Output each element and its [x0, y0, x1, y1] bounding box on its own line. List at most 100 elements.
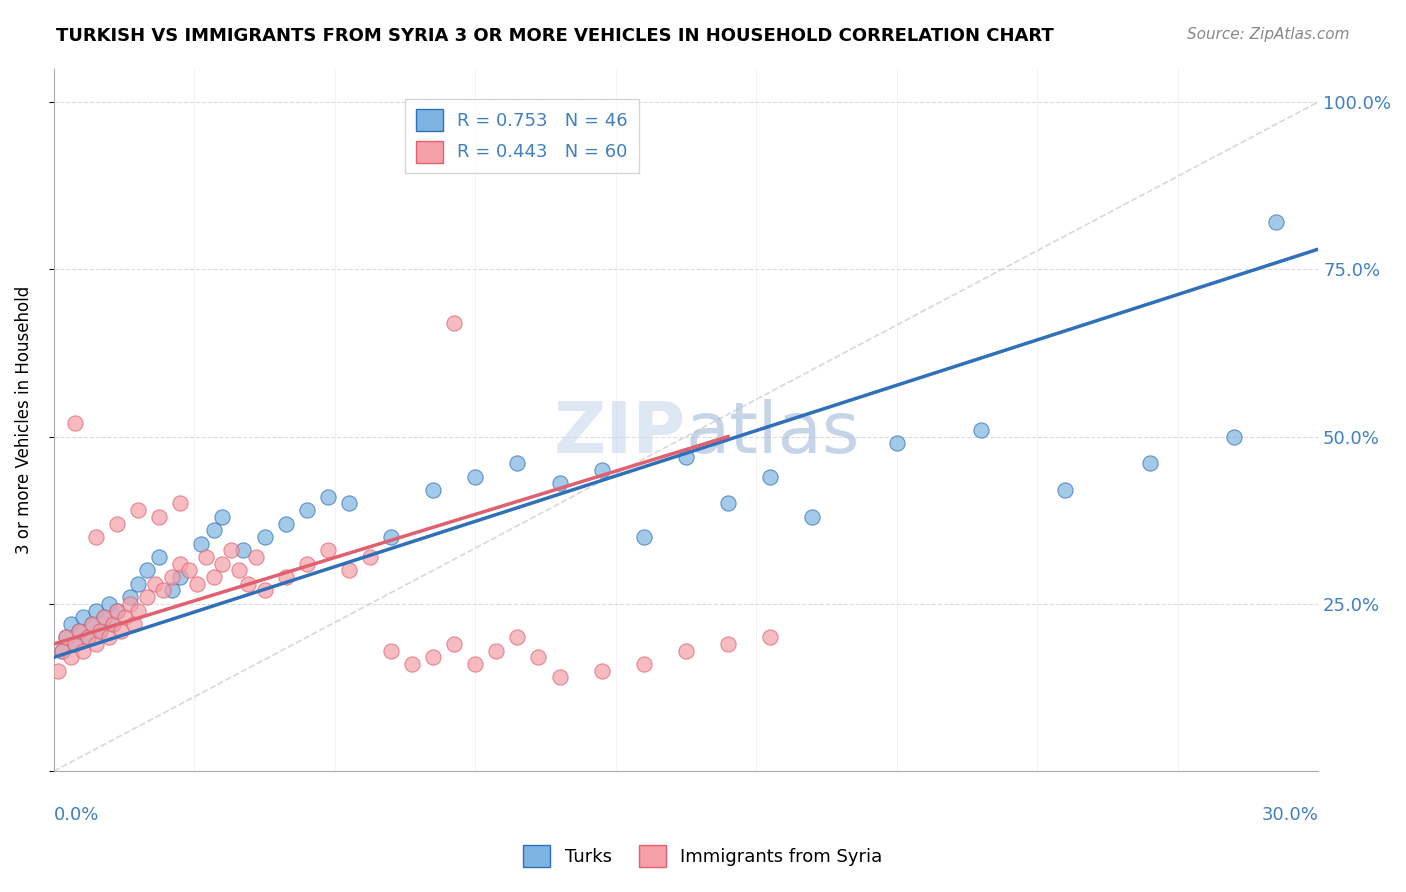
Point — [127, 603, 149, 617]
Point — [55, 630, 77, 644]
Legend: R = 0.753   N = 46, R = 0.443   N = 60: R = 0.753 N = 46, R = 0.443 N = 60 — [405, 99, 638, 173]
Point — [1054, 483, 1077, 497]
Point — [464, 469, 486, 483]
Point — [380, 530, 402, 544]
Point — [253, 583, 276, 598]
Point — [194, 549, 217, 564]
Point — [443, 316, 465, 330]
Point — [80, 616, 103, 631]
Point — [46, 664, 69, 678]
Point — [84, 637, 107, 651]
Point — [759, 469, 782, 483]
Point — [548, 670, 571, 684]
Point — [152, 583, 174, 598]
Point — [219, 543, 242, 558]
Point — [717, 637, 740, 651]
Point — [548, 476, 571, 491]
Point — [160, 583, 183, 598]
Point — [135, 563, 157, 577]
Point — [118, 597, 141, 611]
Point — [135, 590, 157, 604]
Point — [169, 570, 191, 584]
Point — [127, 503, 149, 517]
Text: Source: ZipAtlas.com: Source: ZipAtlas.com — [1187, 27, 1350, 42]
Legend: Turks, Immigrants from Syria: Turks, Immigrants from Syria — [516, 838, 890, 874]
Text: ZIP: ZIP — [554, 400, 686, 468]
Y-axis label: 3 or more Vehicles in Household: 3 or more Vehicles in Household — [15, 285, 32, 554]
Point — [274, 516, 297, 531]
Point — [190, 536, 212, 550]
Text: TURKISH VS IMMIGRANTS FROM SYRIA 3 OR MORE VEHICLES IN HOUSEHOLD CORRELATION CHA: TURKISH VS IMMIGRANTS FROM SYRIA 3 OR MO… — [56, 27, 1054, 45]
Point — [1265, 215, 1288, 229]
Point — [63, 637, 86, 651]
Point — [274, 570, 297, 584]
Point — [101, 616, 124, 631]
Point — [359, 549, 381, 564]
Point — [72, 610, 94, 624]
Point — [1139, 456, 1161, 470]
Point — [245, 549, 267, 564]
Point — [485, 643, 508, 657]
Point — [970, 423, 993, 437]
Point — [633, 657, 655, 671]
Point — [211, 509, 233, 524]
Point — [51, 643, 73, 657]
Point — [717, 496, 740, 510]
Point — [801, 509, 824, 524]
Point — [148, 549, 170, 564]
Point — [675, 450, 697, 464]
Point — [160, 570, 183, 584]
Point — [422, 483, 444, 497]
Point — [527, 650, 550, 665]
Point — [759, 630, 782, 644]
Point — [63, 416, 86, 430]
Point — [506, 456, 529, 470]
Point — [675, 643, 697, 657]
Text: 0.0%: 0.0% — [53, 806, 100, 824]
Point — [63, 637, 86, 651]
Point — [633, 530, 655, 544]
Point — [228, 563, 250, 577]
Point — [80, 616, 103, 631]
Point — [236, 576, 259, 591]
Point — [59, 650, 82, 665]
Point — [84, 530, 107, 544]
Point — [105, 516, 128, 531]
Point — [443, 637, 465, 651]
Point — [232, 543, 254, 558]
Point — [337, 496, 360, 510]
Point — [127, 576, 149, 591]
Point — [1223, 429, 1246, 443]
Point — [211, 557, 233, 571]
Point — [316, 543, 339, 558]
Point — [591, 463, 613, 477]
Point — [591, 664, 613, 678]
Point — [422, 650, 444, 665]
Point — [295, 557, 318, 571]
Point — [169, 496, 191, 510]
Point — [105, 603, 128, 617]
Point — [202, 570, 225, 584]
Point — [122, 616, 145, 631]
Point — [186, 576, 208, 591]
Point — [253, 530, 276, 544]
Point — [118, 590, 141, 604]
Point — [76, 630, 98, 644]
Point — [59, 616, 82, 631]
Point — [886, 436, 908, 450]
Point — [67, 624, 90, 638]
Point — [105, 603, 128, 617]
Point — [506, 630, 529, 644]
Point — [89, 624, 111, 638]
Point — [169, 557, 191, 571]
Text: atlas: atlas — [686, 400, 860, 468]
Point — [93, 610, 115, 624]
Point — [114, 610, 136, 624]
Point — [101, 616, 124, 631]
Point — [202, 523, 225, 537]
Point — [51, 643, 73, 657]
Point — [89, 624, 111, 638]
Point — [177, 563, 200, 577]
Point — [401, 657, 423, 671]
Point — [84, 603, 107, 617]
